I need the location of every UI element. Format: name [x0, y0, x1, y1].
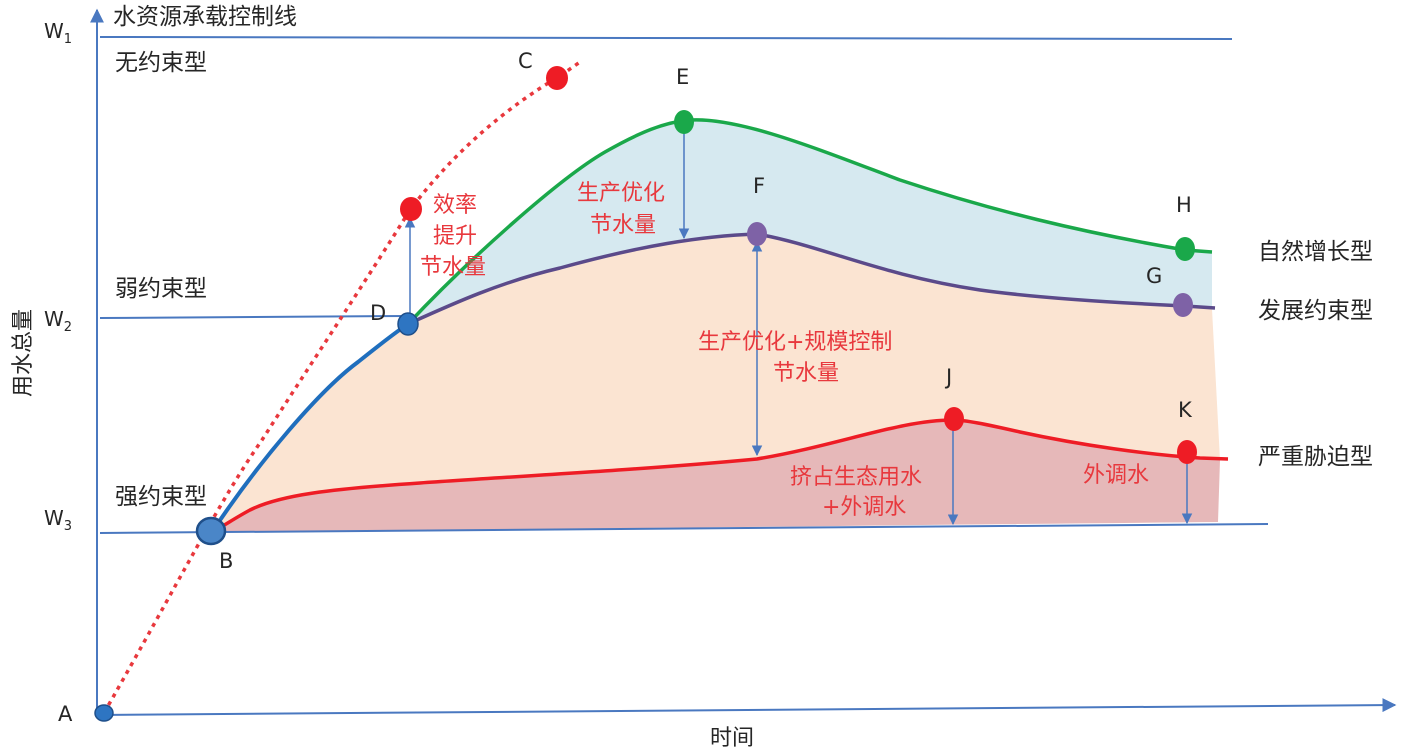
- point-b-marker: [195, 516, 227, 546]
- annotation-ecology-line2: +外调水: [822, 495, 906, 520]
- w3-line: [99, 523, 1269, 534]
- point-g-marker: [1173, 293, 1193, 317]
- label-natural-growth: 自然增长型: [1258, 239, 1373, 265]
- label-weak: 弱约束型: [115, 276, 207, 302]
- point-c-marker: [546, 66, 568, 90]
- point-f-marker: [747, 222, 767, 246]
- tick-w3-main: W: [44, 506, 64, 530]
- label-point-a: A: [58, 702, 73, 726]
- annotation-ecology-line1: 挤占生态用水: [790, 465, 922, 490]
- tick-w2-main: W: [44, 307, 64, 331]
- label-point-c: C: [518, 49, 533, 73]
- y-axis-label: 用水总量: [11, 309, 36, 397]
- label-unconstrained: 无约束型: [115, 50, 207, 76]
- annotation-efficiency-line3: 节水量: [420, 255, 486, 280]
- label-point-g: G: [1146, 264, 1162, 288]
- tick-w1-main: W: [44, 19, 64, 43]
- label-point-e: E: [676, 65, 689, 89]
- label-point-j: J: [944, 365, 952, 389]
- point-d-marker: [397, 312, 419, 336]
- curve-weak-constrained: [210, 322, 410, 534]
- annotation-production-line2: 节水量: [590, 213, 656, 238]
- tick-w3-sub: 3: [64, 519, 72, 534]
- annotation-efficiency-line2: 提升: [433, 224, 477, 249]
- annotation-scale-line1: 生产优化+规模控制: [698, 330, 892, 355]
- point-efficiency-marker: [400, 197, 422, 221]
- label-point-d: D: [370, 301, 386, 325]
- label-development-constrained: 发展约束型: [1258, 298, 1373, 324]
- region-ecology-transfer: [212, 420, 1220, 532]
- annotation-production-line1: 生产优化: [577, 181, 665, 206]
- label-point-h: H: [1176, 193, 1192, 217]
- annotation-scale-line2: 节水量: [773, 361, 839, 386]
- region-scale-savings: [212, 234, 1220, 532]
- label-control-line: 水资源承载控制线: [113, 4, 297, 30]
- tick-w2-sub: 2: [64, 320, 72, 335]
- point-e-marker: [674, 110, 694, 134]
- annotation-efficiency-line1: 效率: [433, 193, 477, 218]
- label-point-b: B: [219, 549, 233, 573]
- label-strong: 强约束型: [115, 484, 207, 510]
- tick-w1-sub: 1: [64, 32, 72, 47]
- x-axis-label: 时间: [710, 726, 754, 751]
- curve-natural-growth: [406, 118, 1213, 326]
- x-axis: [96, 698, 1397, 716]
- control-line: [99, 36, 1233, 40]
- label-point-k: K: [1178, 398, 1193, 422]
- label-severe-stress: 严重胁迫型: [1258, 444, 1373, 470]
- point-h-marker: [1175, 237, 1195, 261]
- region-production-savings: [408, 119, 1212, 325]
- tick-w2: W2: [44, 307, 72, 335]
- curve-severe-stress: [211, 418, 1229, 534]
- curve-development-constrained: [407, 232, 1216, 326]
- curve-unconstrained: [102, 60, 582, 714]
- annotation-transfer: 外调水: [1083, 463, 1149, 488]
- w2-line: [99, 315, 409, 319]
- label-point-f: F: [753, 174, 765, 198]
- point-a-marker: [94, 704, 114, 722]
- tick-w3: W3: [44, 506, 72, 534]
- point-k-marker: [1177, 440, 1197, 464]
- point-j-marker: [944, 407, 964, 431]
- tick-w1: W1: [44, 19, 72, 47]
